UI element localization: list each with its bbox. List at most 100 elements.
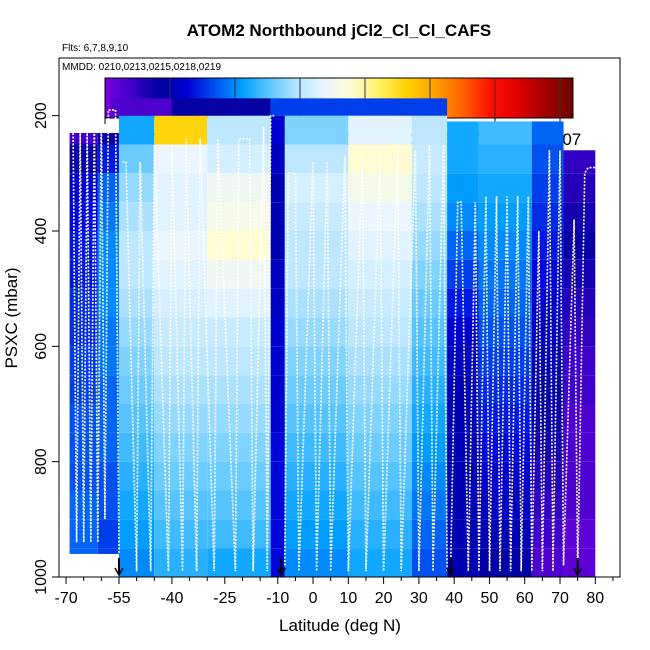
heatmap-cell [348, 317, 412, 347]
heatmap-cell [97, 317, 119, 347]
flight-profile-line [284, 144, 448, 572]
x-tick-label: 60 [516, 590, 534, 607]
heatmap-cell [284, 490, 349, 520]
heatmap-cell [563, 346, 596, 376]
heatmap-cell [478, 173, 532, 203]
heatmap-cell [284, 115, 349, 145]
arrow-head [445, 567, 456, 577]
x-tick-label: 40 [445, 590, 463, 607]
heatmap-cell [69, 375, 98, 404]
x-tick-label: 80 [586, 590, 604, 607]
heatmap-cell [447, 519, 479, 549]
heatmap-cell [411, 519, 448, 549]
heatmap-cell [118, 115, 155, 145]
flight-profile-line [72, 109, 120, 554]
heatmap-cell [97, 432, 119, 462]
y-tick-label: 400 [33, 218, 50, 245]
heatmap-cell [478, 548, 532, 577]
heatmap-cell [270, 490, 285, 520]
heatmap-cell [531, 346, 564, 376]
y-tick-label: 600 [33, 333, 50, 360]
heatmap-cell [207, 519, 271, 549]
heatmap-cell [563, 173, 596, 203]
heatmap-cell [207, 346, 271, 376]
flight-profiles [72, 109, 596, 572]
heatmap-cell [69, 404, 98, 433]
heatmap-cell [207, 461, 271, 491]
heatmap-cell [270, 173, 285, 203]
heatmap-cell [531, 121, 564, 145]
heatmap-cell [270, 432, 285, 462]
x-tick-label: -70 [54, 590, 77, 607]
flight-profile-line [449, 150, 596, 572]
heatmap-cell [531, 548, 564, 577]
heatmap-cell [411, 548, 448, 577]
heatmap-cell [97, 548, 119, 554]
x-tick-label: 0 [309, 590, 318, 607]
heatmap-cell [97, 404, 119, 433]
x-tick-label: -55 [107, 590, 130, 607]
heatmap-cell [531, 173, 564, 203]
heatmap-cell [447, 432, 479, 462]
heatmap-cell [284, 375, 349, 404]
heatmap-cell [207, 432, 271, 462]
heatmap-cell [531, 519, 564, 549]
y-axis-label: PSXC (mbar) [2, 267, 21, 368]
heatmap-cell [154, 346, 208, 376]
x-tick-label: 70 [551, 590, 569, 607]
heatmap-cell [531, 432, 564, 462]
heatmap-cell [154, 432, 208, 462]
heatmap-cell [97, 346, 119, 376]
heatmap-cell [154, 404, 208, 433]
heatmap-cell [447, 121, 479, 145]
heatmap-cell [348, 375, 412, 404]
x-tick-label: -10 [266, 590, 289, 607]
heatmap-cell [118, 173, 155, 203]
heatmap-cell [411, 346, 448, 376]
heatmap-cell [69, 317, 98, 347]
arrow-head [114, 567, 124, 577]
heatmap-cell [563, 150, 596, 174]
heatmap-cell [563, 202, 596, 231]
heatmap-cell [270, 375, 285, 404]
heatmap-cell [118, 231, 155, 260]
heatmap-cell [447, 173, 479, 203]
heatmap-cell [270, 317, 285, 347]
heatmap-cell [447, 346, 479, 376]
heatmap-cell [563, 259, 596, 289]
heatmap-cell [97, 519, 119, 549]
heatmap-cell [207, 231, 271, 260]
heatmap-cell [348, 346, 412, 376]
heatmap-cell [97, 144, 119, 174]
y-tick-label: 800 [33, 448, 50, 475]
heatmap-cell [118, 404, 155, 433]
heatmap-cell [97, 202, 119, 231]
heatmap-cell [154, 259, 208, 289]
heatmap-cell [207, 317, 271, 347]
heatmap-cell [348, 548, 412, 577]
heatmap-cell [270, 346, 285, 376]
heatmap-cell [284, 432, 349, 462]
heatmap-cell [411, 461, 448, 491]
heatmap-cell [118, 375, 155, 404]
heatmap-cell [154, 490, 208, 520]
arrow-head [573, 567, 583, 577]
heatmap-cell [563, 288, 596, 318]
heatmap-cell [411, 490, 448, 520]
heatmap-cell [348, 432, 412, 462]
heatmap-cell [411, 115, 448, 145]
heatmap-cell [69, 548, 98, 554]
heatmap-cell [348, 461, 412, 491]
heatmap-cell [284, 173, 349, 203]
heatmap-cell [284, 231, 349, 260]
heatmap-cell [118, 432, 155, 462]
heatmap-cell [563, 231, 596, 260]
heatmap-cell [69, 346, 98, 376]
heatmap-cell [348, 115, 412, 145]
heatmap-cell [154, 115, 208, 145]
heatmap-cell [411, 288, 448, 318]
heatmap-cell [270, 519, 285, 549]
heatmap-top-band [171, 98, 271, 116]
heatmap-cell [118, 346, 155, 376]
